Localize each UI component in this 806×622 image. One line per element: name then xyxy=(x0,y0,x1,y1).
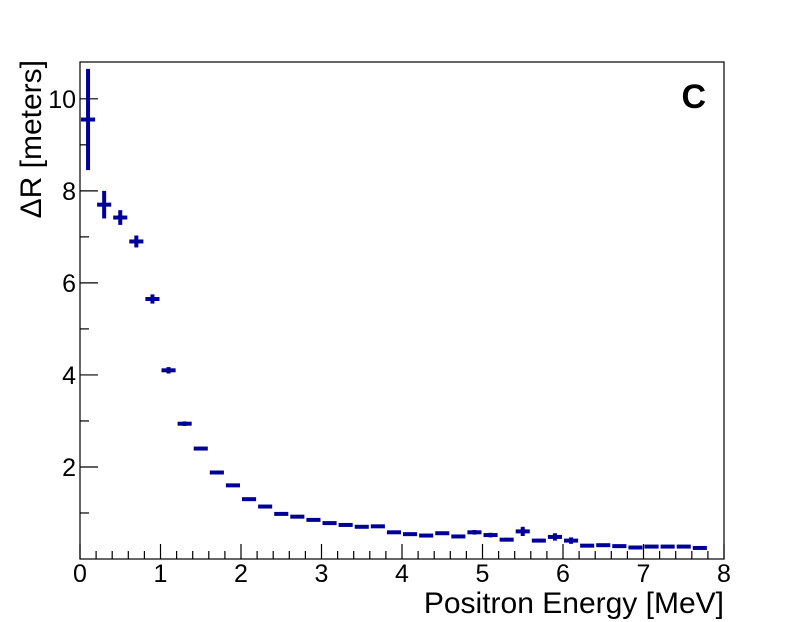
data-point xyxy=(209,470,224,475)
y-tick-label: 2 xyxy=(62,454,76,482)
panel-label: C xyxy=(681,78,706,116)
data-point xyxy=(596,543,611,548)
data-point xyxy=(692,545,707,550)
data-point xyxy=(564,537,579,544)
data-point xyxy=(386,530,401,535)
data-point xyxy=(145,294,160,304)
data-point xyxy=(306,517,321,522)
data-point xyxy=(370,524,385,529)
data-point xyxy=(515,526,530,536)
data-point xyxy=(113,210,128,225)
data-point xyxy=(242,497,257,502)
y-tick-labels: 2 4 6 8 10 xyxy=(48,86,76,482)
data-point xyxy=(258,504,273,509)
x-tick-labels: 0 1 2 3 4 5 6 7 8 xyxy=(73,560,731,588)
data-point xyxy=(451,534,466,539)
x-tick-label: 5 xyxy=(476,560,490,588)
y-tick-label: 4 xyxy=(62,362,76,390)
data-point xyxy=(612,544,627,549)
data-point xyxy=(161,367,176,374)
y-axis-title: ΔR [meters] xyxy=(15,60,48,218)
data-point xyxy=(338,522,353,527)
data-points xyxy=(81,68,707,550)
data-point xyxy=(419,533,434,538)
x-axis-title: Positron Energy [MeV] xyxy=(424,587,724,620)
x-tick-label: 1 xyxy=(154,560,168,588)
x-tick-label: 8 xyxy=(717,560,731,588)
x-tick-label: 4 xyxy=(395,560,409,588)
y-tick-label: 10 xyxy=(48,86,76,114)
y-tick-label: 8 xyxy=(62,178,76,206)
data-point xyxy=(354,524,369,529)
data-point xyxy=(580,543,595,548)
x-tick-label: 0 xyxy=(73,560,87,588)
data-point xyxy=(274,511,289,516)
data-point xyxy=(225,483,240,488)
data-point xyxy=(499,537,514,542)
data-point xyxy=(467,530,482,535)
data-point xyxy=(193,446,208,451)
data-point xyxy=(628,545,643,550)
data-point xyxy=(403,532,418,537)
data-point xyxy=(660,544,675,549)
data-point xyxy=(435,531,450,536)
data-point xyxy=(547,533,562,541)
plot-frame xyxy=(79,61,725,560)
data-point xyxy=(676,544,691,549)
data-point xyxy=(177,421,192,427)
y-tick-label: 6 xyxy=(62,270,76,298)
data-point xyxy=(322,521,337,526)
x-tick-label: 7 xyxy=(637,560,651,588)
axis-ticks xyxy=(79,98,725,559)
data-point xyxy=(483,532,498,538)
x-tick-label: 2 xyxy=(234,560,248,588)
data-point xyxy=(290,514,305,519)
data-point xyxy=(129,235,144,248)
x-tick-label: 6 xyxy=(556,560,570,588)
data-point xyxy=(81,68,96,171)
data-point xyxy=(97,190,112,219)
data-point xyxy=(644,544,659,549)
data-point xyxy=(531,538,546,543)
x-tick-label: 3 xyxy=(315,560,329,588)
